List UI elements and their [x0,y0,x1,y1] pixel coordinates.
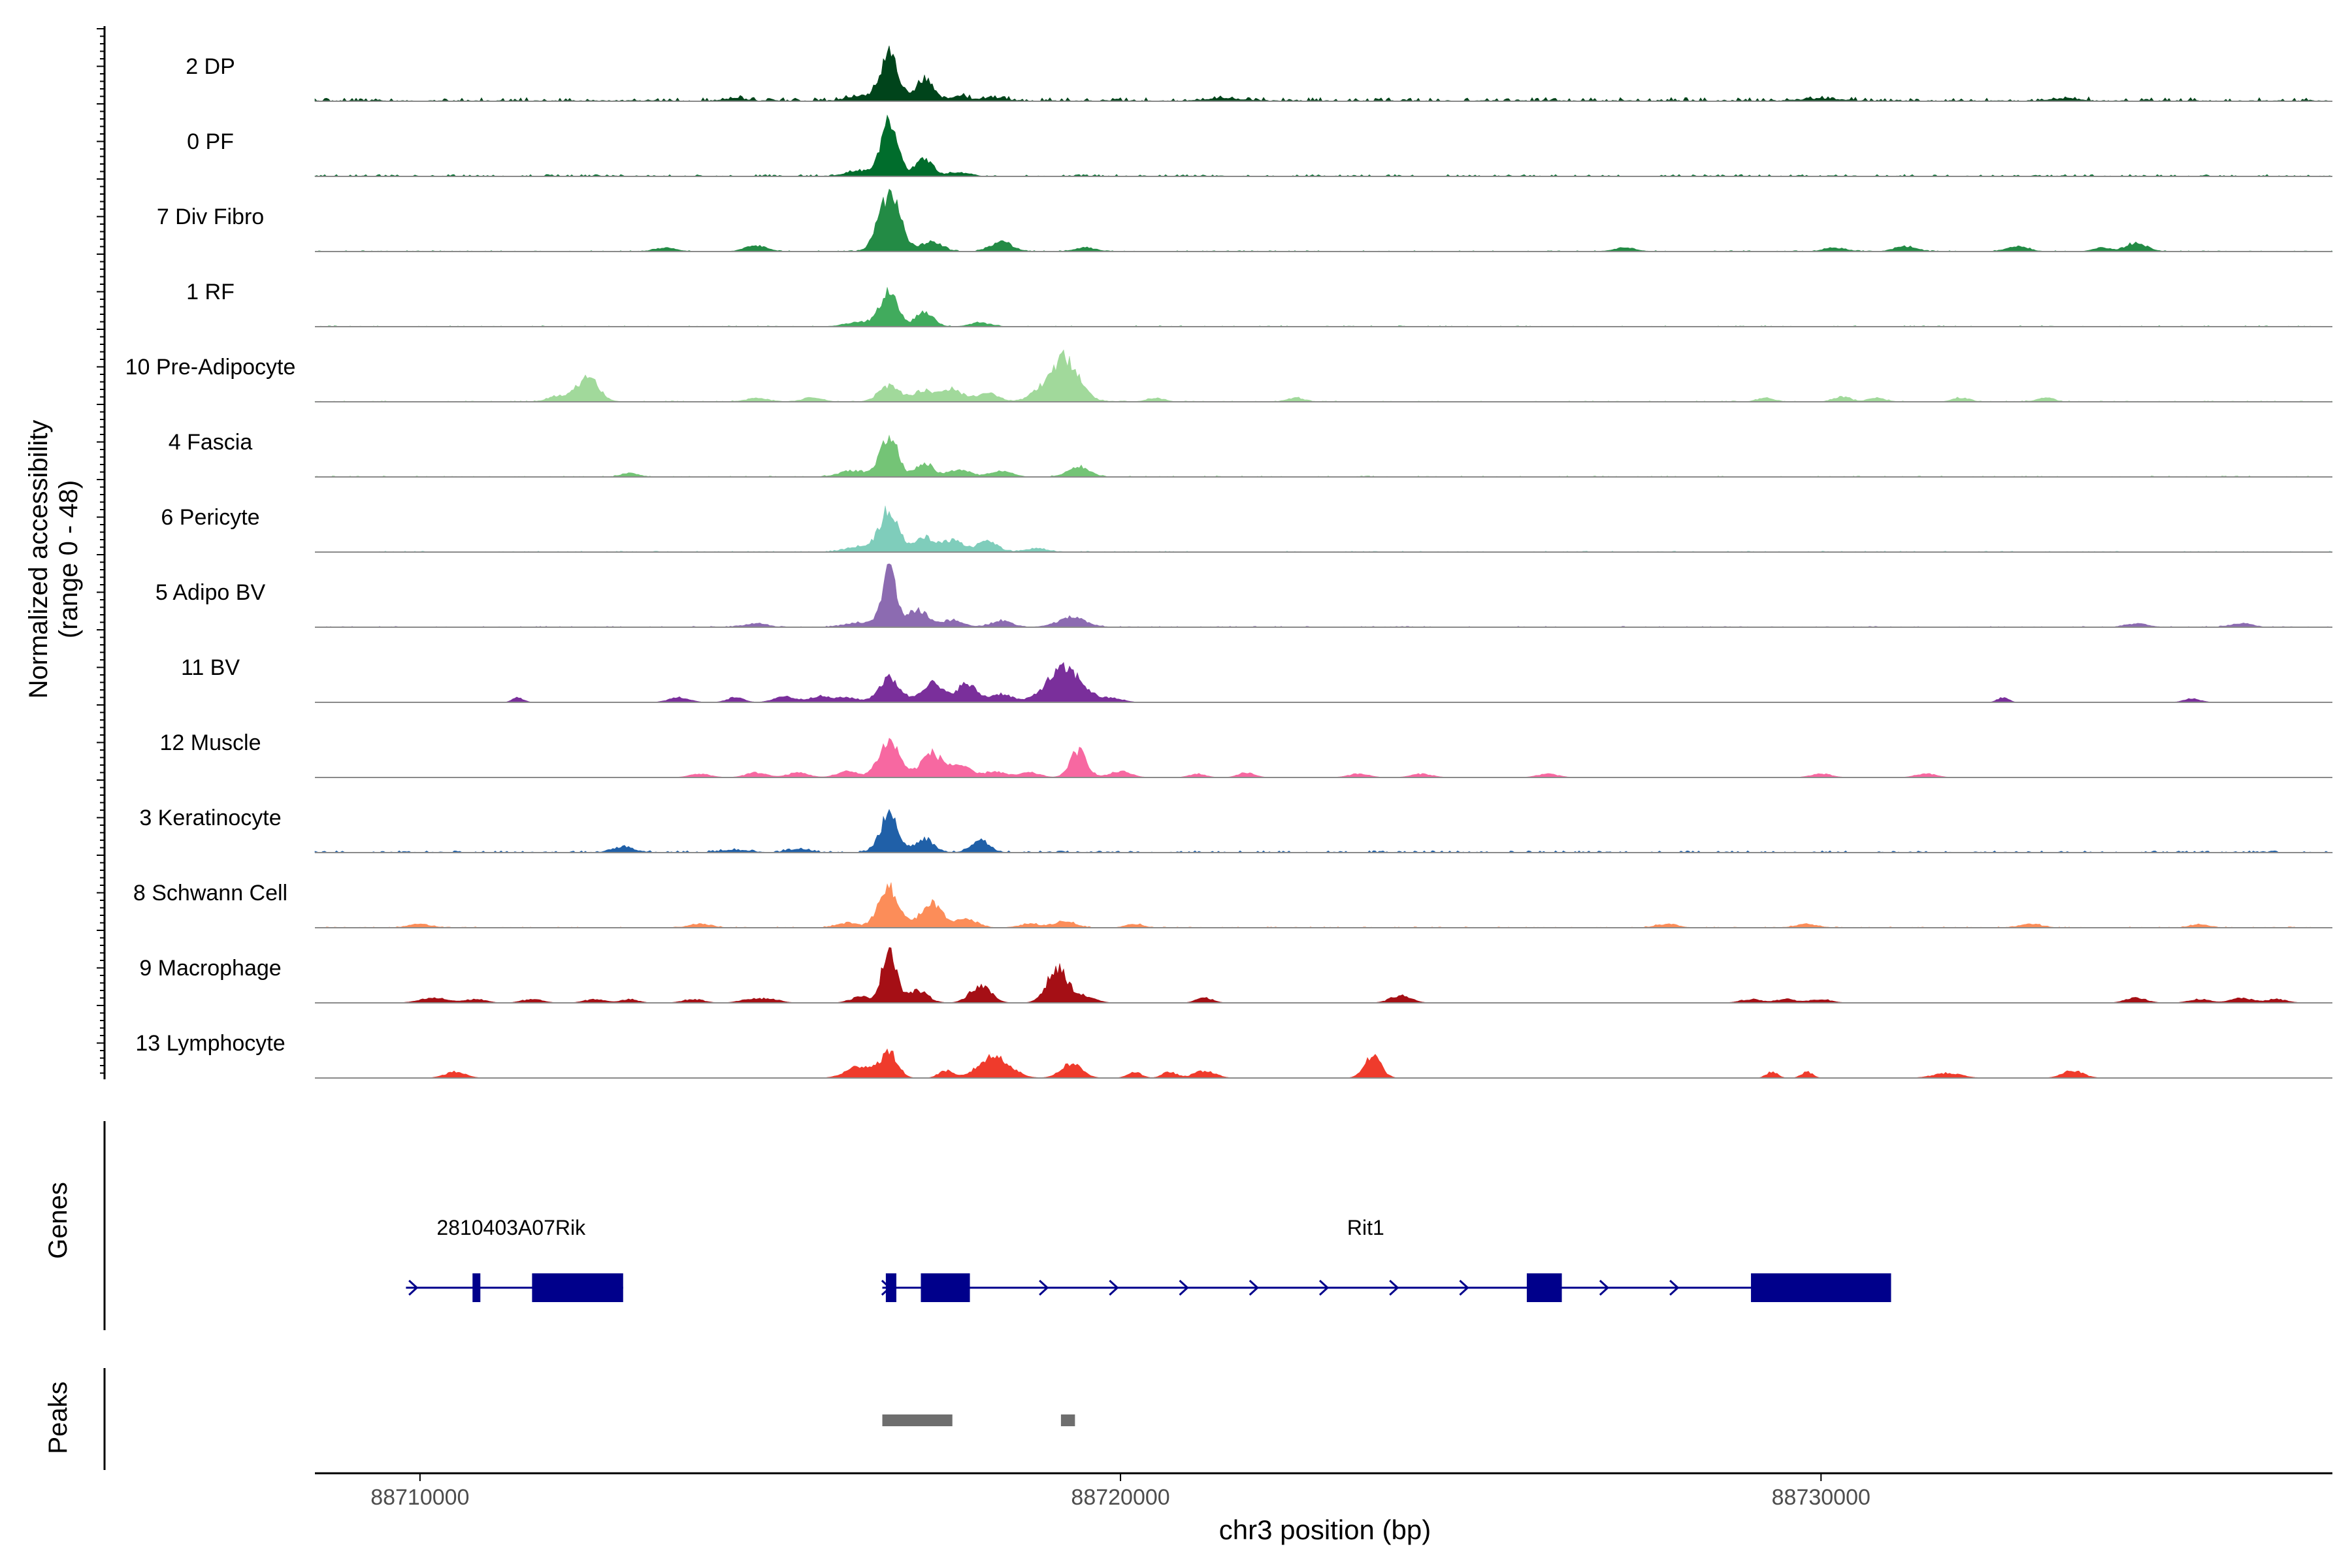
gene-strand-chevron [1389,1279,1399,1296]
track-label: 11 BV [181,655,240,680]
track-12-muscle: 12 Muscle [160,730,2332,778]
track-coverage-area [315,563,2332,628]
y-axis-label-line2: (range 0 - 48) [54,480,83,638]
track-label: 4 Fascia [169,430,253,455]
gene-exon [1751,1273,1891,1302]
gene-label: 2810403A07Rik [436,1216,586,1239]
track-label: 12 Muscle [160,730,261,755]
gene-exon [885,1273,896,1302]
track-8-schwann-cell: 8 Schwann Cell [133,881,2332,928]
track-label: 5 Adipo BV [155,580,266,605]
gene-strand-chevron [1109,1279,1119,1296]
track-label: 7 Div Fibro [157,204,264,229]
track-coverage-area [314,45,2332,102]
gene-exon [472,1273,481,1302]
gene-exon [921,1273,970,1302]
track-label: 9 Macrophage [139,956,281,981]
gene-label: Rit1 [1347,1216,1384,1239]
x-axis-label: chr3 position (bp) [1219,1514,1431,1545]
track-coverage-area [315,506,2333,553]
track-label: 10 Pre-Adipocyte [125,355,296,380]
peaks-panel: Peaks [44,1368,1075,1470]
track-3-keratinocyte: 3 Keratinocyte [139,806,2334,853]
track-13-lymphocyte: 13 Lymphocyte [135,1031,2332,1079]
track-label: 8 Schwann Cell [133,881,287,906]
gene-2810403a07rik: 2810403A07Rik [406,1216,623,1302]
track-coverage-area [314,349,2333,402]
track-coverage-area [314,114,2332,177]
gene-strand-chevron [1599,1279,1610,1296]
x-axis-tick-label: 88710000 [370,1485,469,1510]
track-coverage-area [315,662,2332,703]
track-10-pre-adipocyte: 10 Pre-Adipocyte [125,349,2333,402]
track-label: 3 Keratinocyte [139,806,281,830]
coverage-tracks: 2 DP 0 PF 7 Div Fibro 1 RF 10 Pre-Adipocyte 4… [125,45,2334,1079]
track-9-macrophage: 9 Macrophage [139,947,2332,1004]
track-coverage-area [314,434,2332,478]
track-coverage-area [315,947,2332,1004]
gene-strand-chevron [1459,1279,1469,1296]
gene-exon [532,1273,623,1302]
track-coverage-area [315,188,2333,252]
gene-rit1: Rit1 [881,1216,1891,1302]
track-11-bv: 11 BV [181,655,2332,703]
track-y-axis [97,26,106,1079]
track-coverage-area [315,1048,2332,1079]
track-0-pf: 0 PF [187,114,2332,177]
genes-panel: Genes 2810403A07Rik Rit1 [44,1121,1891,1330]
track-coverage-area [314,809,2334,853]
track-label: 2 DP [186,54,235,79]
gene-strand-chevron [1039,1279,1049,1296]
track-label: 1 RF [186,280,235,304]
y-axis-label: Normalized accessibility (range 0 - 48) [24,420,83,699]
track-label: 13 Lymphocyte [135,1031,285,1056]
track-label: 6 Pericyte [161,505,259,530]
peak-region [1060,1414,1075,1426]
y-axis-label-line1: Normalized accessibility [24,420,53,699]
track-1-rf: 1 RF [186,280,2332,327]
genes-panel-label: Genes [44,1182,73,1259]
x-axis-tick-label: 88730000 [1772,1485,1870,1510]
gene-strand-chevron [1249,1279,1259,1296]
gene-exon [1526,1273,1562,1302]
peaks-panel-label: Peaks [44,1381,73,1454]
track-coverage-area [315,882,2332,928]
gene-strand-chevron [408,1279,419,1296]
track-coverage-area [315,738,2332,778]
gene-strand-chevron [1669,1279,1680,1296]
x-axis-tick-label: 88720000 [1071,1485,1169,1510]
gene-strand-chevron [1179,1279,1189,1296]
peak-region [882,1414,953,1426]
track-2-dp: 2 DP [186,45,2332,102]
track-coverage-area [315,287,2332,327]
track-7-div-fibro: 7 Div Fibro [157,188,2333,252]
track-5-adipo-bv: 5 Adipo BV [155,563,2332,628]
track-label: 0 PF [187,129,234,154]
x-axis: chr3 position (bp) 88710000 88720000 88730… [315,1472,2332,1545]
track-6-pericyte: 6 Pericyte [161,505,2333,553]
track-4-fascia: 4 Fascia [169,430,2332,478]
gene-strand-chevron [1318,1279,1330,1296]
